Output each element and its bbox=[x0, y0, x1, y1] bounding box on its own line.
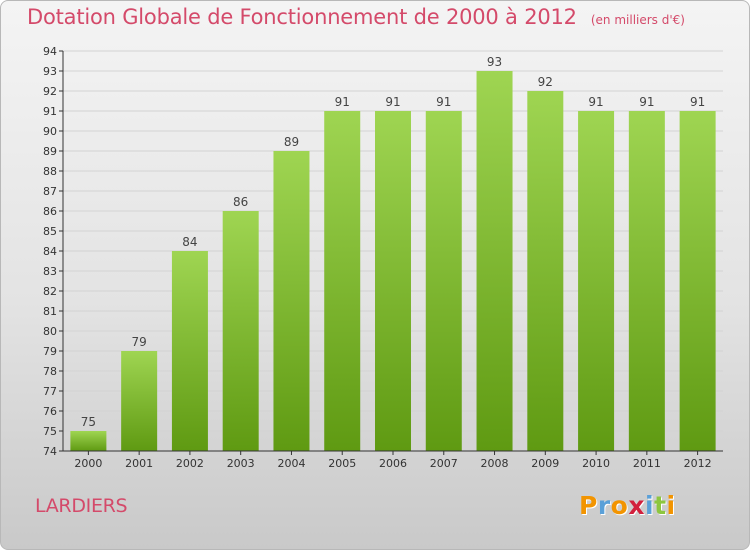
bar bbox=[628, 111, 665, 451]
y-tick-label: 77 bbox=[43, 385, 57, 398]
commune-name: LARDIERS bbox=[35, 495, 128, 517]
y-tick-label: 78 bbox=[43, 365, 57, 378]
x-tick-label: 2012 bbox=[684, 457, 712, 470]
y-tick-label: 80 bbox=[43, 325, 57, 338]
bar bbox=[222, 211, 259, 451]
y-tick-label: 86 bbox=[43, 205, 57, 218]
bar bbox=[679, 111, 716, 451]
y-tick-label: 74 bbox=[43, 445, 57, 458]
data-label: 91 bbox=[639, 95, 654, 109]
data-label: 91 bbox=[690, 95, 705, 109]
bars bbox=[70, 71, 716, 451]
chart-unit: (en milliers d'€) bbox=[590, 13, 685, 27]
x-tick-label: 2008 bbox=[481, 457, 509, 470]
x-tick-label: 2004 bbox=[277, 457, 305, 470]
logo-letter: x bbox=[628, 491, 645, 520]
bar bbox=[476, 71, 513, 451]
x-tick-label: 2002 bbox=[176, 457, 204, 470]
data-label: 91 bbox=[436, 95, 451, 109]
logo-letter: i bbox=[666, 491, 676, 520]
bar bbox=[425, 111, 462, 451]
data-label: 91 bbox=[335, 95, 350, 109]
bar bbox=[70, 431, 107, 451]
logo-letter: P bbox=[579, 491, 598, 520]
bar bbox=[324, 111, 361, 451]
y-tick-label: 82 bbox=[43, 285, 57, 298]
y-tick-label: 91 bbox=[43, 105, 57, 118]
bar bbox=[578, 111, 615, 451]
bar bbox=[273, 151, 310, 451]
data-label: 93 bbox=[487, 55, 502, 69]
logo-letter: t bbox=[654, 491, 667, 520]
y-tick-label: 83 bbox=[43, 265, 57, 278]
y-tick-labels: 74 75 76 77 78 79 80 81 82 83 84 85 86 87 88 89 90 91 92 93… bbox=[43, 45, 57, 458]
data-label: 79 bbox=[132, 335, 147, 349]
y-tick-label: 94 bbox=[43, 45, 57, 58]
bar bbox=[171, 251, 208, 451]
x-tick-label: 2011 bbox=[633, 457, 661, 470]
y-tick-label: 85 bbox=[43, 225, 57, 238]
data-label: 84 bbox=[182, 235, 197, 249]
y-tick-label: 87 bbox=[43, 185, 57, 198]
x-tick-labels: 2000 2001 2002 2003 2004 2005 2006 2007 2008 2009… bbox=[74, 451, 712, 470]
y-tick-label: 89 bbox=[43, 145, 57, 158]
x-tick-label: 2007 bbox=[430, 457, 458, 470]
bar bbox=[527, 91, 564, 451]
x-tick-label: 2003 bbox=[227, 457, 255, 470]
x-tick-label: 2010 bbox=[582, 457, 610, 470]
y-tick-label: 79 bbox=[43, 345, 57, 358]
bar bbox=[121, 351, 158, 451]
y-tick-label: 88 bbox=[43, 165, 57, 178]
proxiti-logo: Proxiti bbox=[579, 491, 676, 520]
x-tick-label: 2001 bbox=[125, 457, 153, 470]
y-tick-label: 76 bbox=[43, 405, 57, 418]
data-labels: 75 79 84 86 89 91 91 91 93 92 91 91 91 bbox=[81, 55, 706, 429]
x-tick-label: 2000 bbox=[74, 457, 102, 470]
data-label: 89 bbox=[284, 135, 299, 149]
logo-letter: o bbox=[610, 491, 629, 520]
x-tick-label: 2009 bbox=[531, 457, 559, 470]
x-tick-label: 2006 bbox=[379, 457, 407, 470]
data-label: 92 bbox=[538, 75, 553, 89]
x-tick-label: 2005 bbox=[328, 457, 356, 470]
y-tick-label: 93 bbox=[43, 65, 57, 78]
data-label: 91 bbox=[385, 95, 400, 109]
data-label: 86 bbox=[233, 195, 248, 209]
chart-title: Dotation Globale de Fonctionnement de 20… bbox=[27, 5, 577, 29]
logo-letter: i bbox=[645, 491, 655, 520]
y-tick-label: 81 bbox=[43, 305, 57, 318]
bar bbox=[375, 111, 411, 451]
data-label: 75 bbox=[81, 415, 96, 429]
y-tick-label: 75 bbox=[43, 425, 57, 438]
chart-header: Dotation Globale de Fonctionnement de 20… bbox=[27, 5, 685, 29]
y-tick-label: 84 bbox=[43, 245, 57, 258]
logo-letter: r bbox=[597, 491, 611, 520]
y-tick-label: 90 bbox=[43, 125, 57, 138]
data-label: 91 bbox=[588, 95, 603, 109]
y-tick-label: 92 bbox=[43, 85, 57, 98]
